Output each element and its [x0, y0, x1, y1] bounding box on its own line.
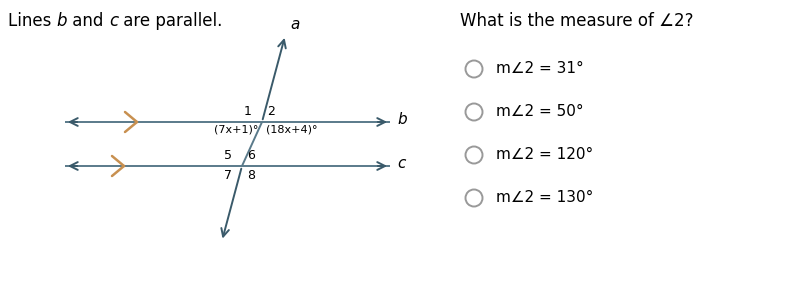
Text: c: c [109, 12, 118, 30]
Text: 1: 1 [244, 105, 252, 118]
Text: What is the measure of ∠2?: What is the measure of ∠2? [460, 12, 694, 30]
Text: 6: 6 [247, 149, 255, 162]
Text: m∠2 = 120°: m∠2 = 120° [496, 147, 594, 162]
Text: are parallel.: are parallel. [118, 12, 222, 30]
Text: b: b [57, 12, 67, 30]
Text: c: c [397, 156, 406, 172]
Text: m∠2 = 130°: m∠2 = 130° [496, 191, 594, 206]
Text: Lines: Lines [8, 12, 57, 30]
Text: b: b [397, 112, 406, 128]
Text: m∠2 = 31°: m∠2 = 31° [496, 62, 584, 76]
Text: m∠2 = 50°: m∠2 = 50° [496, 105, 584, 120]
Text: and: and [67, 12, 109, 30]
Text: 7: 7 [224, 169, 232, 182]
Text: 8: 8 [247, 169, 255, 182]
Text: (7x+1)°: (7x+1)° [214, 125, 258, 135]
Text: a: a [290, 17, 300, 32]
Text: (18x+4)°: (18x+4)° [266, 125, 318, 135]
Text: 2: 2 [267, 105, 275, 118]
Text: 5: 5 [224, 149, 232, 162]
